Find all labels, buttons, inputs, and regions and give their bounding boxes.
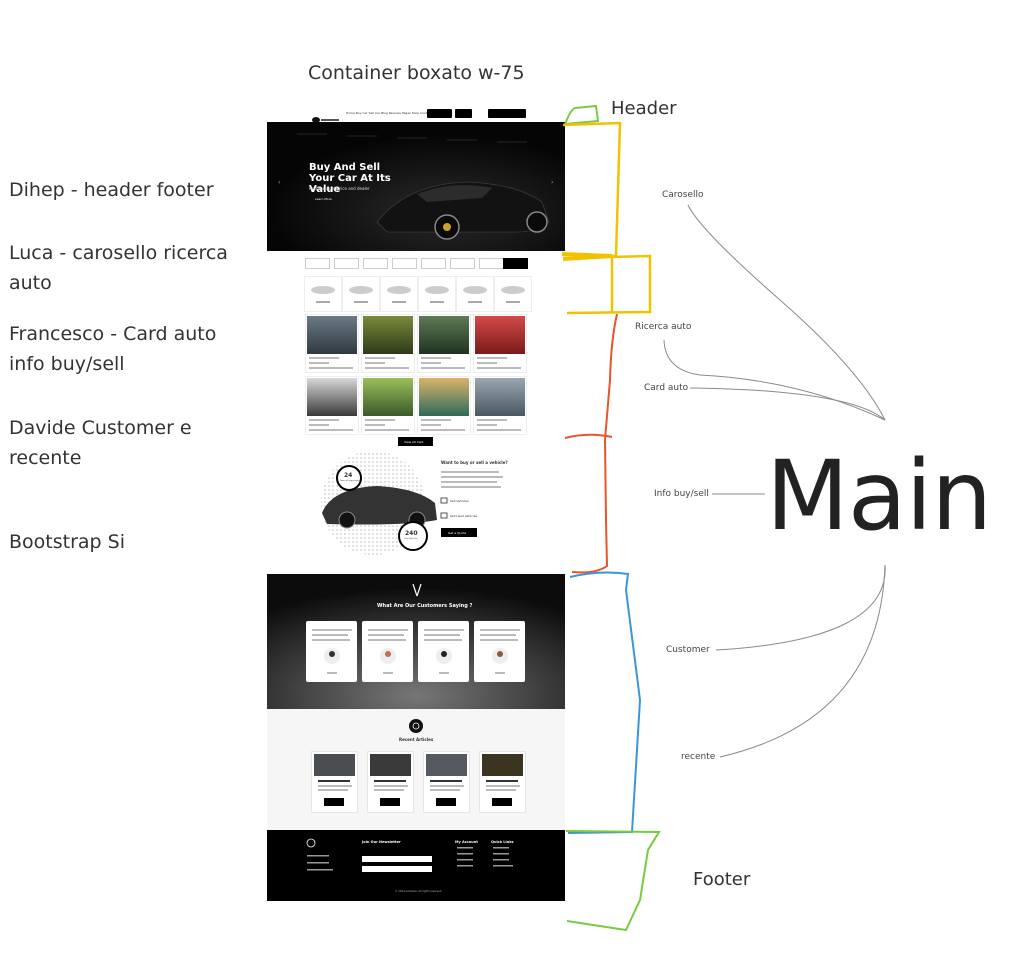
- hero-button[interactable]: Learn More: [315, 197, 332, 201]
- nav-button-1: [427, 109, 452, 118]
- info-graphic: [321, 451, 503, 555]
- car-card[interactable]: [305, 376, 359, 435]
- hero-subtitle: Find the right price and dealer: [309, 186, 370, 191]
- header-label: Header: [611, 98, 677, 119]
- logo-icon: [311, 109, 341, 123]
- testimonial-card: [418, 621, 469, 682]
- info-title: Want to buy or sell a vehicle?: [441, 460, 508, 465]
- connector-recente: [719, 564, 886, 758]
- car-card[interactable]: [417, 314, 471, 373]
- stat-1-label: Years of Experience: [340, 480, 360, 482]
- main-label: Main: [766, 440, 992, 552]
- mockup-info-buy-sell: 24 Years of Experience 240 Cars Sold Out…: [267, 448, 565, 573]
- svg-text:›: ›: [551, 179, 553, 186]
- car-type-card[interactable]: [494, 276, 532, 312]
- testimonial-card: [306, 621, 357, 682]
- assignment-dihep: Dihep - header footer: [9, 179, 214, 201]
- car-card[interactable]: [417, 376, 471, 435]
- newsletter-title: Join Our Newsletter: [362, 840, 401, 844]
- customers-title: What Are Our Customers Saying ?: [377, 603, 473, 609]
- article-card[interactable]: [311, 751, 358, 813]
- stat-2-label: Cars Sold Out: [404, 538, 418, 540]
- mockup-customers: What Are Our Customers Saying ?: [267, 574, 565, 709]
- nav-button-2: [455, 109, 472, 118]
- mockup-car-types: [267, 276, 565, 312]
- car-type-card[interactable]: [456, 276, 494, 312]
- car-card[interactable]: [305, 314, 359, 373]
- nav-button-3: [488, 109, 526, 118]
- stat-2-value: 240: [405, 530, 418, 537]
- annotation-recente: recente: [681, 752, 716, 762]
- article-card[interactable]: [367, 751, 414, 813]
- hero-car-image: ‹ ›: [267, 122, 565, 251]
- car-card[interactable]: [361, 376, 415, 435]
- nav-links: Home Buy Car Sell Car Blog Reviews Pages…: [346, 111, 432, 115]
- car-card[interactable]: [361, 314, 415, 373]
- car-card[interactable]: [473, 314, 527, 373]
- mockup-footer: Join Our Newsletter My Account Quick Lin…: [267, 830, 565, 901]
- info-new: Sell Vehicles: [450, 499, 469, 503]
- mockup-search-bar: [267, 256, 565, 270]
- main-bracket: [564, 313, 618, 574]
- search-field[interactable]: [421, 258, 446, 269]
- mockup-hero-carousel: ‹ › Buy And Sell Your Car At Its Value F…: [267, 122, 565, 251]
- assignment-luca: Luca - carosello ricerca auto: [9, 242, 228, 294]
- info-used: Sell Used Vehicles: [450, 514, 478, 518]
- footer-label: Footer: [693, 869, 751, 890]
- car-type-card[interactable]: [342, 276, 380, 312]
- header-bracket: [564, 104, 600, 126]
- footer-copyright: © 2024 Autowise. All rights reserved.: [395, 890, 443, 893]
- view-more-button[interactable]: View All Cars: [398, 437, 433, 446]
- assignment-davide: Davide Customer e recente: [9, 417, 192, 469]
- carosello-bracket: [562, 121, 622, 258]
- mockup-header: Home Buy Car Sell Car Blog Reviews Pages…: [267, 105, 565, 123]
- search-field[interactable]: [450, 258, 475, 269]
- stat-1-value: 24: [344, 472, 353, 479]
- search-field[interactable]: [392, 258, 417, 269]
- info-button[interactable]: Get a Quote: [448, 531, 467, 535]
- annotation-customer: Customer: [666, 645, 710, 655]
- article-card[interactable]: [423, 751, 470, 813]
- search-button[interactable]: [503, 258, 528, 269]
- car-card[interactable]: [473, 376, 527, 435]
- connector-ricerca: [663, 339, 886, 421]
- mockup-recent-articles: Recent Articles: [267, 709, 565, 830]
- recent-title: Recent Articles: [399, 737, 434, 742]
- hero-title: Buy And Sell Your Car At Its Value: [309, 162, 391, 195]
- connector-customer: [715, 564, 886, 651]
- article-card[interactable]: [479, 751, 526, 813]
- annotation-carosello: Carosello: [662, 190, 704, 200]
- car-type-card[interactable]: [304, 276, 342, 312]
- assignment-bootstrap: Bootstrap Si: [9, 531, 125, 553]
- customer-bracket: [567, 571, 642, 834]
- diagram-title: Container boxato w-75: [308, 62, 525, 84]
- testimonial-card: [362, 621, 413, 682]
- annotation-card-auto: Card auto: [644, 383, 689, 393]
- car-type-card[interactable]: [380, 276, 418, 312]
- mockup-car-cards: [267, 314, 565, 438]
- connector-carosello: [687, 204, 886, 421]
- search-field[interactable]: [334, 258, 359, 269]
- car-type-card[interactable]: [418, 276, 456, 312]
- assignment-francesco: Francesco - Card auto info buy/sell: [9, 323, 217, 375]
- footer-bracket: [565, 830, 661, 932]
- ricerca-bracket: [562, 254, 652, 315]
- footer-my-account: My Account: [455, 840, 478, 844]
- connector-card-auto: [689, 387, 886, 421]
- svg-text:‹: ‹: [278, 179, 280, 186]
- footer-quick-links: Quick Links: [491, 840, 514, 844]
- annotation-info-buy-sell: Info buy/sell: [654, 489, 709, 499]
- search-field[interactable]: [363, 258, 388, 269]
- search-field[interactable]: [305, 258, 330, 269]
- testimonial-card: [474, 621, 525, 682]
- annotation-ricerca-auto: Ricerca auto: [635, 322, 692, 332]
